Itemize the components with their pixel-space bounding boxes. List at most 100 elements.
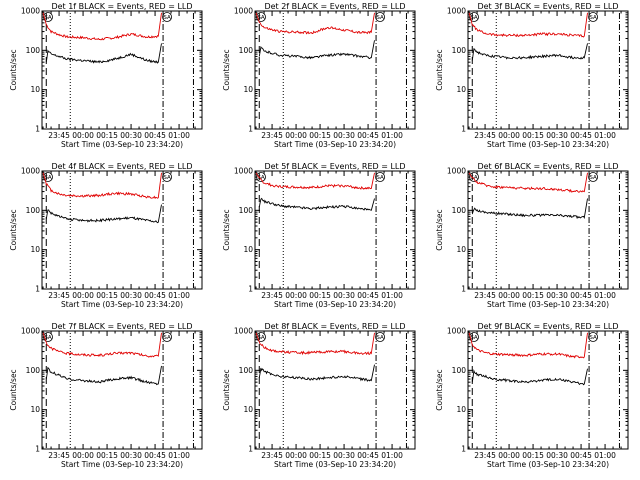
y-axis-label: Counts/sec: [9, 49, 18, 90]
x-tick-label: 23:45: [261, 291, 283, 300]
y-tick-label: 1: [35, 125, 40, 134]
y-tick-label: 10: [243, 245, 253, 254]
x-tick-label: 01:00: [381, 451, 403, 460]
y-axis-label: Counts/sec: [222, 369, 231, 410]
panel-title: Det 2f BLACK = Events, RED = LLD: [264, 2, 405, 11]
x-tick-label: 00:30: [333, 291, 355, 300]
lld-series-line: [255, 332, 375, 356]
x-tick-label: 23:45: [474, 451, 496, 460]
panel-title: Det 9f BLACK = Events, RED = LLD: [477, 322, 618, 331]
saa-marker-ring: [43, 172, 53, 182]
x-tick-label: 00:30: [120, 131, 142, 140]
y-tick-label: 10: [30, 85, 40, 94]
y-tick-label: 10: [456, 405, 466, 414]
panel-title: Det 1f BLACK = Events, RED = LLD: [51, 2, 192, 11]
x-tick-label: 01:00: [594, 451, 616, 460]
x-axis-label: Start Time (03-Sep-10 23:34:20): [487, 300, 609, 309]
x-tick-label: 00:15: [309, 291, 331, 300]
x-tick-label: 23:45: [261, 131, 283, 140]
x-tick-label: 01:00: [381, 291, 403, 300]
panel-title: Det 3f BLACK = Events, RED = LLD: [477, 2, 618, 11]
x-tick-label: 23:45: [48, 451, 70, 460]
y-tick-label: 1000: [21, 327, 40, 336]
saa-marker-label: SA: [257, 335, 265, 341]
saa-marker-label: SA: [257, 15, 265, 21]
saa-marker-label: SA: [376, 335, 384, 341]
x-tick-label: 23:45: [261, 451, 283, 460]
y-tick-label: 1: [461, 445, 466, 454]
x-tick-label: 00:15: [522, 451, 544, 460]
detector-panel: Det 1f BLACK = Events, RED = LLD 1 10 100 10…: [9, 2, 203, 149]
detector-panel: Det 5f BLACK = Events, RED = LLD 1 10 100 10…: [222, 162, 416, 309]
x-tick-label: 00:45: [570, 451, 592, 460]
events-series-line: [45, 204, 162, 224]
saa-marker-label: SA: [44, 175, 52, 181]
saa-marker-label: SA: [44, 335, 52, 341]
lld-series-line: [468, 172, 588, 193]
y-tick-label: 10: [243, 405, 253, 414]
events-series-line: [258, 364, 375, 382]
y-tick-label: 10: [30, 405, 40, 414]
panel-title: Det 6f BLACK = Events, RED = LLD: [477, 162, 618, 171]
saa-marker-ring: [588, 12, 598, 22]
x-tick-label: 00:00: [285, 451, 307, 460]
saa-marker-label: SA: [589, 175, 597, 181]
y-tick-label: 100: [26, 206, 41, 215]
plot-frame: [254, 170, 416, 290]
y-tick-label: 100: [239, 206, 254, 215]
y-tick-label: 100: [26, 46, 41, 55]
y-tick-label: 10: [456, 85, 466, 94]
x-tick-label: 00:00: [498, 131, 520, 140]
plot-frame: [254, 330, 416, 450]
x-tick-label: 00:00: [498, 451, 520, 460]
x-tick-label: 01:00: [594, 131, 616, 140]
y-tick-label: 100: [452, 206, 467, 215]
detector-panel: Det 7f BLACK = Events, RED = LLD 1 10 100 10…: [9, 322, 203, 469]
saa-marker-label: SA: [470, 335, 478, 341]
y-tick-label: 100: [239, 46, 254, 55]
y-tick-label: 1000: [21, 167, 40, 176]
x-tick-label: 00:15: [96, 451, 118, 460]
y-tick-label: 1: [248, 125, 253, 134]
saa-marker-ring: [375, 12, 385, 22]
y-tick-label: 10: [243, 85, 253, 94]
x-tick-label: 00:45: [570, 291, 592, 300]
x-tick-label: 00:15: [309, 131, 331, 140]
y-tick-label: 1: [461, 285, 466, 294]
x-tick-label: 01:00: [594, 291, 616, 300]
x-tick-label: 00:45: [570, 131, 592, 140]
x-tick-label: 00:00: [72, 451, 94, 460]
x-tick-label: 00:45: [144, 291, 166, 300]
x-axis-label: Start Time (03-Sep-10 23:34:20): [274, 300, 396, 309]
plot-frame: [467, 170, 629, 290]
saa-marker-label: SA: [257, 175, 265, 181]
saa-marker-label: SA: [470, 15, 478, 21]
x-tick-label: 00:30: [546, 291, 568, 300]
y-tick-label: 100: [239, 366, 254, 375]
saa-marker-ring: [162, 332, 172, 342]
y-tick-label: 1: [248, 285, 253, 294]
y-tick-label: 1000: [234, 327, 253, 336]
y-tick-label: 100: [26, 366, 41, 375]
y-axis-label: Counts/sec: [222, 209, 231, 250]
x-tick-label: 00:45: [357, 451, 379, 460]
lld-series-line: [42, 332, 162, 358]
x-axis-label: Start Time (03-Sep-10 23:34:20): [487, 140, 609, 149]
x-axis-label: Start Time (03-Sep-10 23:34:20): [61, 140, 183, 149]
x-axis-label: Start Time (03-Sep-10 23:34:20): [61, 300, 183, 309]
detector-panel: Det 2f BLACK = Events, RED = LLD 1 10 100 10…: [222, 2, 416, 149]
events-series-line: [471, 198, 588, 220]
x-tick-label: 00:00: [498, 291, 520, 300]
plot-frame: [467, 10, 629, 130]
x-tick-label: 00:30: [120, 291, 142, 300]
y-axis-label: Counts/sec: [9, 369, 18, 410]
plot-frame: [41, 330, 203, 450]
saa-marker-ring: [375, 332, 385, 342]
saa-marker-label: SA: [163, 335, 171, 341]
x-tick-label: 00:30: [546, 451, 568, 460]
saa-marker-ring: [469, 332, 479, 342]
saa-marker-ring: [588, 172, 598, 182]
detector-panel: Det 4f BLACK = Events, RED = LLD 1 10 100 10…: [9, 162, 203, 309]
saa-marker-ring: [469, 12, 479, 22]
plot-frame: [254, 10, 416, 130]
